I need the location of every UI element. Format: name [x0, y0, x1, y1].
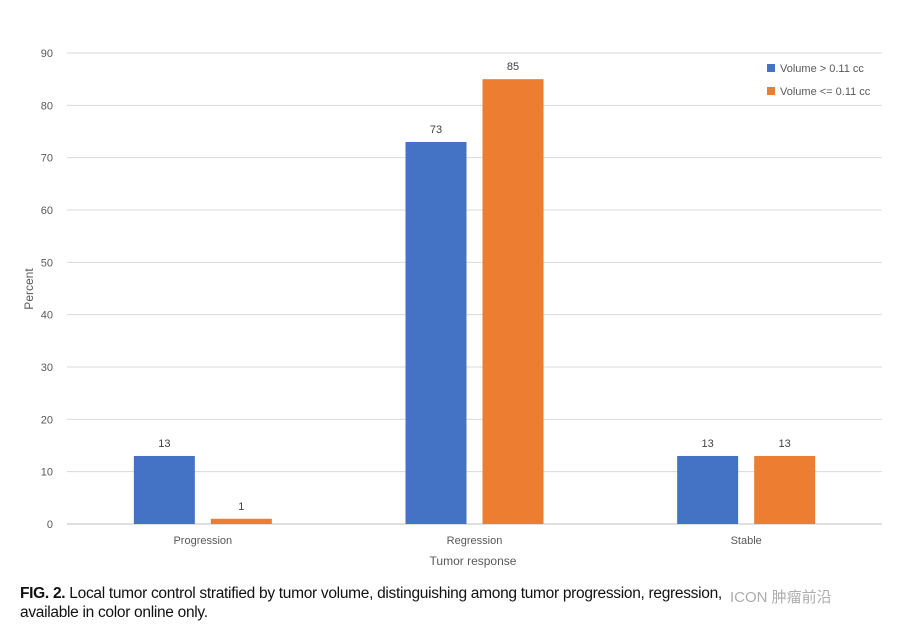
legend-label: Volume <= 0.11 cc: [780, 86, 871, 98]
y-tick-label: 50: [41, 257, 53, 269]
y-tick-label: 40: [41, 310, 53, 322]
data-label: 73: [430, 124, 442, 136]
bar: [133, 455, 195, 524]
bar: [405, 141, 467, 524]
y-tick-label: 60: [41, 205, 53, 217]
y-tick-label: 70: [41, 153, 53, 165]
x-tick-label: Regression: [447, 535, 503, 547]
caption-line2: available in color online only.: [20, 604, 208, 621]
watermark: ICON 肿瘤前沿: [730, 589, 832, 606]
legend-swatch: [767, 87, 775, 95]
data-label: 13: [702, 438, 714, 450]
y-tick-label: 0: [47, 519, 53, 531]
data-label: 13: [779, 438, 791, 450]
caption-label: FIG. 2.: [20, 585, 66, 602]
bar: [482, 79, 544, 525]
y-tick-label: 90: [41, 48, 53, 60]
y-axis-title: Percent: [22, 268, 36, 310]
data-label: 13: [158, 438, 170, 450]
bar: [677, 455, 739, 524]
legend-label: Volume > 0.11 cc: [780, 63, 864, 75]
legend-swatch: [767, 64, 775, 72]
caption-text: Local tumor control stratified by tumor …: [69, 585, 722, 602]
data-label: 1: [238, 501, 244, 513]
y-tick-label: 20: [41, 414, 53, 426]
x-tick-label: Stable: [731, 535, 762, 547]
bar: [754, 455, 816, 524]
x-tick-label: Progression: [173, 535, 232, 547]
x-axis-title: Tumor response: [430, 554, 517, 568]
y-tick-label: 10: [41, 467, 53, 479]
bar: [210, 518, 272, 524]
figure-caption: FIG. 2. Local tumor control stratified b…: [20, 584, 900, 622]
bar-chart: 0 10 20 30 40 50 60 70 80 90 Progression 13 1 Regress…: [22, 48, 882, 568]
y-tick-label: 80: [41, 100, 53, 112]
data-label: 85: [507, 61, 519, 73]
y-tick-label: 30: [41, 362, 53, 374]
